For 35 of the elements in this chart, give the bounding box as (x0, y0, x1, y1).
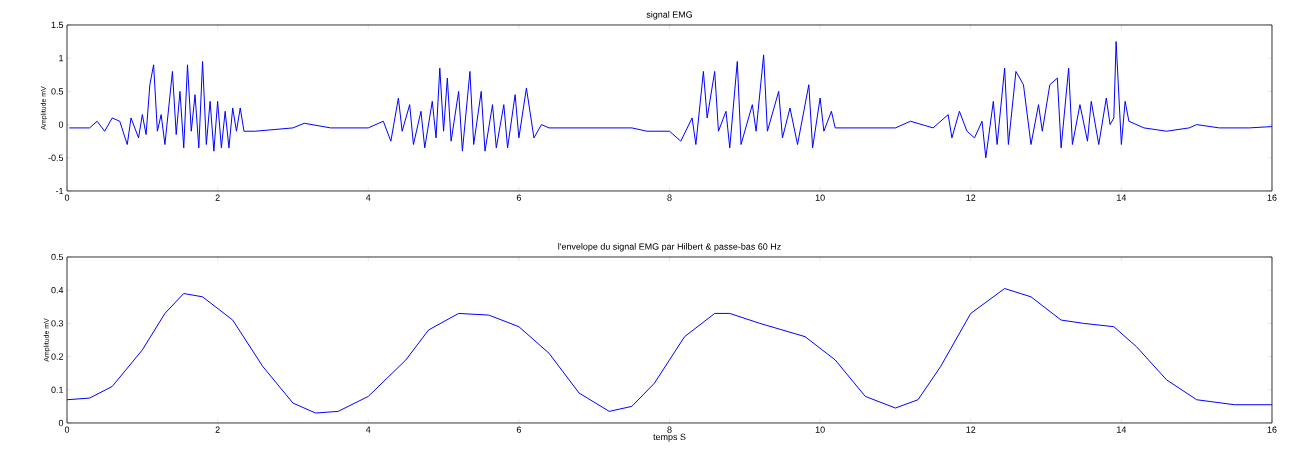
x-tick-label: 6 (516, 194, 521, 201)
x-tick-label: 2 (215, 194, 220, 201)
y-tick-label: 0 (58, 121, 64, 128)
y-tick-label: -0.5 (48, 154, 64, 161)
x-tick-label: 2 (215, 426, 220, 433)
y-tick-label: 1 (59, 55, 64, 62)
x-axis-title: temps S (653, 433, 686, 442)
y-tick-label: 1.5 (51, 21, 64, 29)
chart-title: l'envelope du signal EMG par Hilbert & passe-bas 60 Hz (558, 243, 781, 252)
x-tick-label: 4 (365, 194, 371, 201)
x-tick-label: 8 (667, 426, 672, 433)
x-tick-label: 12 (966, 194, 976, 201)
y-tick-label: 0.1 (51, 386, 64, 393)
x-tick-label: 0 (64, 194, 70, 201)
y-tick-label: 0.5 (51, 253, 64, 261)
x-tick-label: 16 (1267, 194, 1277, 201)
y-tick-label: 0.2 (51, 353, 64, 360)
x-tick-label: 10 (815, 426, 825, 433)
x-tick-label: 4 (365, 426, 371, 433)
x-tick-label: 14 (1117, 194, 1127, 201)
x-tick-label: 10 (815, 194, 825, 201)
x-tick-label: 16 (1267, 426, 1277, 433)
y-tick-label: 0.5 (51, 88, 64, 95)
line-series (67, 288, 1272, 414)
x-tick-label: 12 (966, 426, 976, 433)
x-tick-label: 8 (667, 194, 672, 201)
y-tick-label: 0.4 (51, 287, 64, 294)
x-tick-label: 6 (516, 426, 521, 433)
x-tick-label: 0 (64, 426, 70, 433)
x-tick-label: 14 (1117, 426, 1127, 433)
y-tick-label: 0 (58, 419, 64, 427)
line-series (68, 41, 1272, 159)
y-tick-label: 0.3 (51, 320, 64, 327)
y-tick-label: -1 (55, 187, 64, 195)
chart-title: signal EMG (646, 11, 692, 20)
